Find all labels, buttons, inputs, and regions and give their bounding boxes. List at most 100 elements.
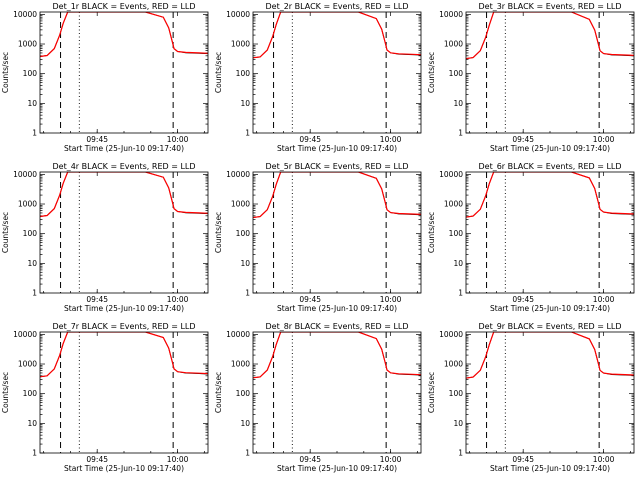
y-tick-label: 1000 — [444, 40, 463, 49]
x-axis-title: Start Time (25-Jun-10 09:17:40) — [490, 304, 610, 313]
plot-frame — [39, 331, 209, 454]
x-tick-label: 09:45 — [299, 135, 321, 144]
y-axis-title: Counts/sec — [1, 52, 10, 93]
y-tick-label: 10 — [240, 259, 250, 268]
y-axis-title: Counts/sec — [214, 52, 223, 93]
y-tick-label: 1 — [458, 289, 463, 298]
x-tick-label: 09:45 — [512, 455, 534, 464]
panel-title: Det_5r BLACK = Events, RED = LLD — [265, 162, 408, 171]
series-events-line — [466, 332, 634, 379]
y-axis-title: Counts/sec — [427, 372, 436, 413]
series-lld-line — [466, 12, 634, 60]
y-tick-label: 100 — [236, 69, 251, 78]
x-tick-label: 10:00 — [167, 135, 189, 144]
y-tick-label: 1000 — [231, 200, 250, 209]
panel-title: Det_6r BLACK = Events, RED = LLD — [478, 162, 621, 171]
y-axis-title: Counts/sec — [214, 372, 223, 413]
x-tick-label: 10:00 — [167, 455, 189, 464]
y-tick-label: 10 — [27, 99, 37, 108]
y-tick-label: 100 — [23, 389, 38, 398]
y-tick-label: 100 — [23, 69, 38, 78]
y-tick-label: 100 — [236, 229, 251, 238]
y-tick-label: 100 — [449, 389, 464, 398]
series-lld-line — [253, 12, 421, 59]
y-tick-label: 10000 — [13, 170, 37, 179]
x-tick-label: 10:00 — [380, 455, 402, 464]
plot-frame — [252, 331, 422, 454]
plot-frame — [39, 11, 209, 134]
panel-title: Det_1r BLACK = Events, RED = LLD — [52, 2, 195, 11]
x-axis-title: Start Time (25-Jun-10 09:17:40) — [277, 304, 397, 313]
x-axis-title: Start Time (25-Jun-10 09:17:40) — [64, 144, 184, 153]
y-tick-label: 1 — [32, 129, 37, 138]
y-tick-label: 10 — [27, 259, 37, 268]
series-events-line — [253, 332, 421, 379]
y-tick-label: 10 — [453, 259, 463, 268]
y-tick-label: 10 — [27, 419, 37, 428]
y-tick-label: 10 — [453, 99, 463, 108]
y-tick-label: 10000 — [13, 10, 37, 19]
x-tick-label: 10:00 — [593, 135, 615, 144]
y-tick-label: 10 — [240, 419, 250, 428]
x-tick-label: 09:45 — [512, 135, 534, 144]
y-tick-label: 1000 — [444, 360, 463, 369]
y-axis-title: Counts/sec — [427, 212, 436, 253]
panel-title: Det_8r BLACK = Events, RED = LLD — [265, 322, 408, 331]
y-axis-title: Counts/sec — [427, 52, 436, 93]
y-tick-label: 1 — [458, 449, 463, 458]
detector-panel: Det_8r BLACK = Events, RED = LLD 1 10 100 10… — [214, 322, 422, 473]
plot-frame — [252, 11, 422, 134]
y-tick-label: 10000 — [226, 330, 250, 339]
y-tick-label: 1000 — [444, 200, 463, 209]
series-events-line — [40, 172, 208, 217]
y-tick-label: 1 — [458, 129, 463, 138]
panel-title: Det_2r BLACK = Events, RED = LLD — [265, 2, 408, 11]
y-tick-label: 10 — [240, 99, 250, 108]
x-tick-label: 09:45 — [512, 295, 534, 304]
y-tick-label: 100 — [23, 229, 38, 238]
x-tick-label: 10:00 — [380, 135, 402, 144]
series-lld-line — [40, 332, 208, 378]
x-tick-label: 09:45 — [86, 295, 108, 304]
x-tick-label: 09:45 — [299, 455, 321, 464]
y-tick-label: 10000 — [439, 330, 463, 339]
x-tick-label: 10:00 — [167, 295, 189, 304]
plot-frame — [252, 171, 422, 294]
y-tick-label: 10000 — [226, 10, 250, 19]
x-tick-label: 09:45 — [299, 295, 321, 304]
y-tick-label: 10000 — [439, 170, 463, 179]
series-events-line — [40, 332, 208, 378]
x-tick-label: 10:00 — [593, 295, 615, 304]
y-axis-title: Counts/sec — [1, 372, 10, 413]
detector-panel: Det_4r BLACK = Events, RED = LLD 1 10 100 10… — [1, 162, 209, 313]
x-tick-label: 10:00 — [380, 295, 402, 304]
detector-panel: Det_6r BLACK = Events, RED = LLD 1 10 100 10… — [427, 162, 635, 313]
x-axis-title: Start Time (25-Jun-10 09:17:40) — [490, 144, 610, 153]
series-events-line — [466, 12, 634, 60]
y-tick-label: 1 — [245, 129, 250, 138]
y-tick-label: 10000 — [226, 170, 250, 179]
y-tick-label: 100 — [449, 229, 464, 238]
detector-panel: Det_7r BLACK = Events, RED = LLD 1 10 100 10… — [1, 322, 209, 473]
y-axis-title: Counts/sec — [1, 212, 10, 253]
y-tick-label: 1 — [32, 449, 37, 458]
series-events-line — [466, 172, 634, 218]
detector-panel: Det_3r BLACK = Events, RED = LLD 1 10 100 10… — [427, 2, 635, 153]
y-tick-label: 10 — [453, 419, 463, 428]
plot-frame — [465, 331, 635, 454]
plot-frame — [39, 171, 209, 294]
y-tick-label: 10000 — [13, 330, 37, 339]
plot-frame — [465, 171, 635, 294]
panel-title: Det_4r BLACK = Events, RED = LLD — [52, 162, 195, 171]
detector-panel: Det_5r BLACK = Events, RED = LLD 1 10 100 10… — [214, 162, 422, 313]
x-tick-label: 09:45 — [86, 455, 108, 464]
y-tick-label: 1000 — [18, 200, 37, 209]
x-axis-title: Start Time (25-Jun-10 09:17:40) — [64, 304, 184, 313]
panel-title: Det_7r BLACK = Events, RED = LLD — [52, 322, 195, 331]
series-lld-line — [253, 172, 421, 219]
series-events-line — [253, 172, 421, 218]
series-lld-line — [466, 172, 634, 218]
x-tick-label: 10:00 — [593, 455, 615, 464]
detector-panel: Det_2r BLACK = Events, RED = LLD 1 10 100 10… — [214, 2, 422, 153]
